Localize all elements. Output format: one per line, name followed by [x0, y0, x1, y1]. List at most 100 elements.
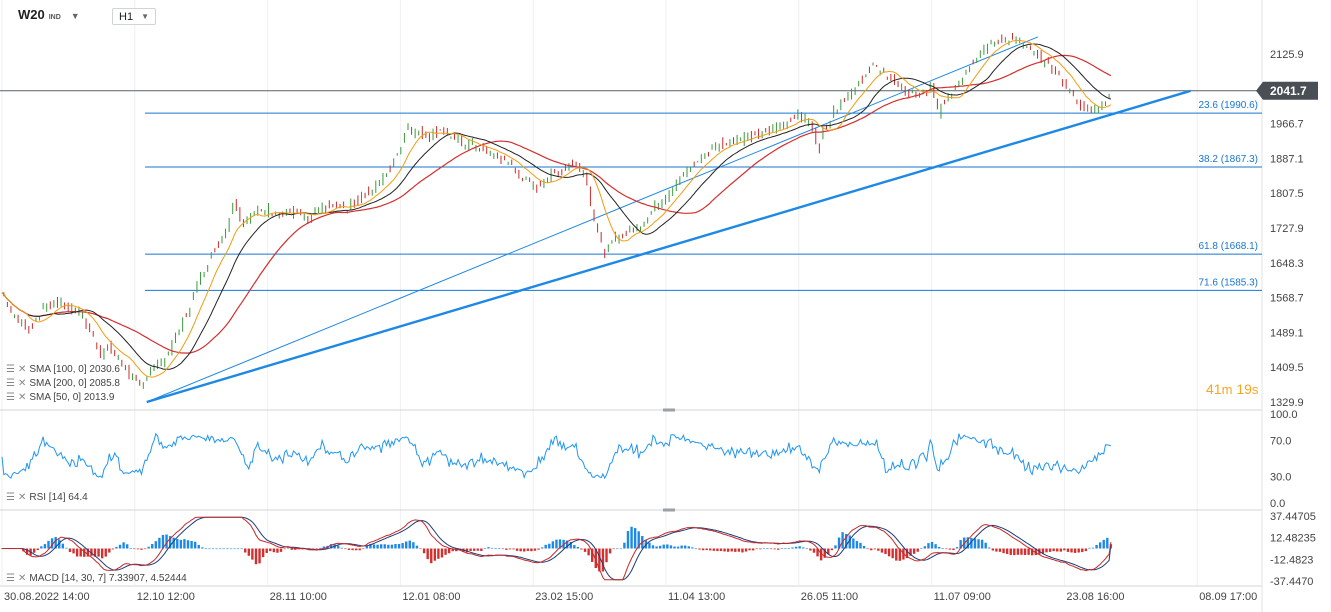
macd-histogram-bar — [118, 544, 122, 549]
macd-histogram-bar — [379, 544, 383, 549]
macd-histogram-bar — [891, 548, 894, 559]
macd-histogram-bar — [233, 548, 236, 550]
close-icon[interactable]: ✕ — [17, 492, 27, 503]
legend-macd[interactable]: ☰ ✕ MACD [14, 30, 7] 7.33907, 4.52444 — [6, 573, 187, 584]
macd-histogram-bar — [494, 548, 497, 549]
macd-histogram-bar — [701, 548, 705, 551]
trendline-main — [146, 89, 1191, 404]
macd-histogram-bar — [598, 548, 601, 572]
legend-sma100[interactable]: ☰ ✕ SMA [100, 0] 2030.6 — [6, 364, 120, 375]
close-icon[interactable]: ✕ — [17, 364, 27, 375]
menu-icon[interactable]: ☰ — [6, 492, 15, 503]
macd-histogram-bar — [193, 541, 197, 549]
timeframe-dropdown[interactable]: H1 ▼ — [112, 8, 156, 25]
macd-histogram-bar — [937, 547, 941, 549]
macd-histogram-bar — [608, 548, 612, 554]
macd-histogram-bar — [190, 540, 193, 549]
macd-histogram-bar — [977, 539, 980, 549]
macd-histogram-bar — [433, 548, 437, 561]
chevron-down-icon: ▼ — [141, 12, 149, 21]
macd-histogram-bar — [784, 548, 787, 549]
macd-panel — [0, 516, 1113, 581]
macd-histogram-bar — [1016, 548, 1020, 555]
macd-histogram-bar — [805, 548, 809, 550]
macd-histogram-bar — [555, 539, 558, 549]
macd-histogram-bar — [898, 548, 902, 561]
macd-histogram-bar — [358, 548, 361, 551]
macd-histogram-bar — [251, 548, 254, 560]
menu-icon[interactable]: ☰ — [6, 573, 15, 584]
menu-icon[interactable]: ☰ — [6, 392, 15, 403]
macd-histogram-bar — [658, 545, 662, 549]
rsi-panel — [1, 432, 1112, 480]
macd-histogram-bar — [408, 540, 411, 549]
macd-histogram-bar — [204, 548, 208, 550]
macd-histogram-bar — [218, 548, 222, 550]
macd-histogram-bar — [286, 547, 290, 549]
macd-histogram-bar — [1030, 548, 1034, 556]
rsi-tick-label: 0.0 — [1270, 498, 1285, 510]
macd-histogram-bar — [526, 548, 530, 551]
macd-histogram-bar — [877, 548, 880, 551]
rsi-tick-label: 30.0 — [1270, 471, 1291, 483]
macd-histogram-bar — [698, 548, 701, 550]
macd-histogram-bar — [490, 547, 494, 549]
macd-histogram-bar — [1027, 548, 1030, 555]
macd-histogram-bar — [176, 538, 179, 549]
macd-histogram-bar — [419, 548, 422, 550]
close-icon[interactable]: ✕ — [17, 573, 27, 584]
macd-histogram-bar — [848, 535, 851, 549]
close-icon[interactable]: ✕ — [17, 378, 27, 389]
menu-icon[interactable]: ☰ — [6, 364, 15, 375]
rsi-tick-label: 70.0 — [1270, 436, 1291, 448]
macd-histogram-bar — [244, 548, 247, 553]
macd-histogram-bar — [140, 548, 143, 550]
legend-rsi[interactable]: ☰ ✕ RSI [14] 64.4 — [6, 492, 88, 503]
macd-histogram-bar — [988, 547, 991, 549]
macd-histogram-bar — [236, 548, 240, 550]
macd-histogram-bar — [115, 546, 118, 549]
macd-tick-label: -12.4823 — [1270, 554, 1313, 566]
macd-histogram-bar — [179, 539, 183, 549]
timer-sec-unit: s — [1251, 382, 1259, 397]
macd-histogram-bar — [111, 548, 115, 550]
macd-histogram-bar — [422, 548, 426, 554]
macd-histogram-bar — [905, 548, 909, 559]
axis-layer: 2125.9 1966.7 1887.1 1807.5 1727.9 1648.3 1568… — [4, 49, 1316, 603]
time-tick-label: 11.07 09:00 — [934, 591, 991, 603]
macd-histogram-bar — [394, 544, 397, 549]
macd-histogram-bar — [812, 548, 816, 553]
macd-histogram-bar — [444, 548, 447, 555]
current-price-badge — [1256, 81, 1318, 100]
grid-layer — [0, 0, 1263, 612]
macd-histogram-bar — [1005, 548, 1009, 554]
legend-sma50[interactable]: ☰ ✕ SMA [50, 0] 2013.9 — [6, 392, 114, 403]
macd-histogram-bar — [437, 548, 440, 559]
macd-histogram-bar — [365, 545, 369, 549]
panel-resize-handle — [663, 508, 675, 512]
rsi-tick-label: 100.0 — [1270, 409, 1298, 421]
macd-line — [2, 516, 1112, 581]
macd-histogram-bar — [40, 546, 43, 549]
macd-histogram-bar — [519, 548, 522, 552]
macd-histogram-bar — [1052, 548, 1055, 552]
macd-histogram-bar — [151, 544, 154, 549]
macd-histogram-bar — [748, 548, 751, 551]
macd-histogram-bar — [125, 544, 129, 549]
macd-histogram-bar — [573, 545, 576, 549]
macd-histogram-bar — [970, 537, 973, 549]
legend-sma50-label: SMA [50, 0] 2013.9 — [29, 392, 115, 403]
close-icon[interactable]: ✕ — [17, 392, 27, 403]
macd-histogram-bar — [97, 548, 100, 557]
macd-histogram-bar — [780, 548, 783, 549]
legend-sma200[interactable]: ☰ ✕ SMA [200, 0] 2085.8 — [6, 378, 120, 389]
macd-histogram-bar — [684, 545, 687, 549]
macd-histogram-bar — [501, 548, 504, 550]
macd-histogram-bar — [351, 548, 354, 551]
symbol-selector[interactable]: W20 IND ▼ — [18, 7, 80, 25]
macd-histogram-bar — [591, 548, 594, 562]
macd-signal-line — [2, 516, 1112, 581]
macd-histogram-bar — [383, 544, 386, 549]
menu-icon[interactable]: ☰ — [6, 378, 15, 389]
